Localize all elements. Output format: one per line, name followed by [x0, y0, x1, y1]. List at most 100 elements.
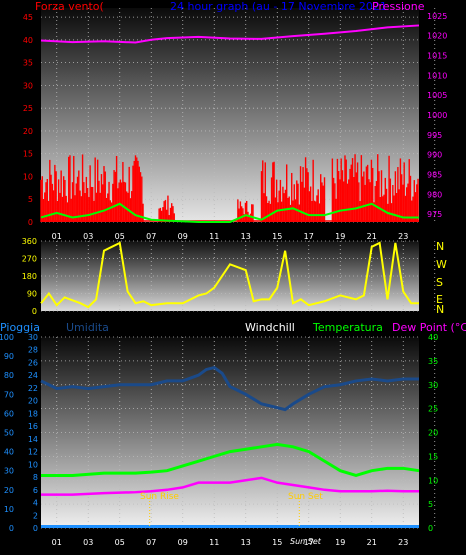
panel3-hour-tick: 09 [178, 538, 188, 547]
humidity-tick: 90 [4, 352, 14, 361]
direction-tick: 180 [22, 272, 37, 281]
rain-tick: 30 [28, 333, 38, 342]
panel3-hour-tick: 17 [304, 538, 314, 547]
panel1-hour-tick: 03 [83, 232, 93, 241]
humidity-tick: 40 [4, 448, 14, 457]
panel1-hour-tick: 17 [304, 232, 314, 241]
pressure-tick: 1020 [427, 32, 447, 41]
rain-tick: 0 [33, 524, 38, 533]
wind-speed-tick: 20 [23, 127, 33, 136]
humidity-tick: 30 [4, 467, 14, 476]
rain-tick: 6 [33, 486, 38, 495]
compass-e: E [436, 293, 443, 306]
humidity-tick: 10 [4, 505, 14, 514]
temperature-tick: 30 [428, 381, 438, 390]
panel3-hour-tick: 03 [83, 538, 93, 547]
wind-speed-tick: 30 [23, 81, 33, 90]
rain-bar [41, 525, 419, 528]
humidity-legend: Umidita [66, 321, 109, 334]
pressure-tick: 990 [427, 151, 442, 160]
rain-tick: 8 [33, 473, 38, 482]
wind-speed-tick: 0 [28, 218, 33, 227]
pressure-tick: 995 [427, 131, 442, 140]
humidity-tick: 60 [4, 409, 14, 418]
panel1-hour-tick: 19 [335, 232, 345, 241]
direction-tick: 360 [22, 237, 37, 246]
wind-speed-tick: 10 [23, 172, 33, 181]
sun-set-axis-label: Sun Set [290, 537, 321, 546]
pressure-line [40, 24, 420, 44]
rain-tick: 4 [33, 499, 38, 508]
temperature-tick: 40 [428, 333, 438, 342]
sun-rise-label: Sun Rise [140, 492, 179, 502]
humidity-line [40, 365, 419, 412]
temperature-tick: 15 [428, 452, 438, 461]
panel1-hour-tick: 13 [241, 232, 251, 241]
humidity-tick: 70 [4, 390, 14, 399]
rain-tick: 10 [28, 460, 38, 469]
dewpoint-line [41, 476, 419, 496]
temperature-tick: 20 [428, 429, 438, 438]
panel3-hour-tick: 07 [146, 538, 156, 547]
temperature-tick: 25 [428, 405, 438, 414]
direction-tick: 90 [27, 290, 37, 299]
direction-tick: 0 [32, 307, 37, 316]
panel3-background [41, 337, 419, 528]
rain-tick: 2 [33, 511, 38, 520]
dewpoint-legend: Dew Point (°C) [392, 321, 466, 334]
chart-title: 24 hour graph (au - 17 Novembre 2021 [170, 0, 387, 13]
humidity-tick: 50 [4, 429, 14, 438]
panel1-hour-tick: 09 [178, 232, 188, 241]
temperature-tick: 5 [428, 500, 433, 509]
pressure-axis-label: Pressione [372, 0, 425, 13]
windchill-legend: Windchill [245, 321, 295, 334]
panel1-hour-tick: 01 [52, 232, 62, 241]
temperature-tick: 35 [428, 357, 438, 366]
panel3-hour-tick: 19 [335, 538, 345, 547]
panel1-hour-tick: 11 [209, 232, 219, 241]
panel3-hour-tick: 05 [115, 538, 125, 547]
panel1-hour-tick: 07 [146, 232, 156, 241]
wind-speed-tick: 40 [23, 36, 33, 45]
wind-direction-line [40, 241, 419, 309]
rain-tick: 20 [28, 397, 38, 406]
panel1-hour-tick: 21 [367, 232, 377, 241]
rain-legend: Pioggia [0, 321, 40, 334]
wind-average-line [40, 202, 419, 223]
temperature-line [41, 442, 420, 478]
rain-tick: 24 [28, 371, 38, 380]
rain-tick: 28 [28, 346, 38, 355]
pressure-tick: 1000 [427, 111, 447, 120]
rain-tick: 16 [28, 422, 38, 431]
pressure-tick: 1015 [427, 52, 447, 61]
humidity-tick: 0 [9, 524, 14, 533]
pressure-tick: 1010 [427, 71, 447, 80]
rain-tick: 22 [28, 384, 38, 393]
pressure-tick: 1005 [427, 91, 447, 100]
temperature-tick: 10 [428, 476, 438, 485]
wind-speed-tick: 35 [23, 59, 33, 68]
wind-speed-tick: 15 [23, 150, 33, 159]
compass-s: S [436, 276, 443, 289]
temperature-legend: Temperatura [313, 321, 383, 334]
pressure-tick: 985 [427, 170, 442, 179]
panel3-hour-tick: 23 [398, 538, 408, 547]
sun-set-label: Sun Set [288, 492, 323, 502]
rain-tick: 26 [28, 358, 38, 367]
panel3-hour-tick: 21 [367, 538, 377, 547]
pressure-tick: 980 [427, 190, 442, 199]
rain-tick: 18 [28, 409, 38, 418]
wind-speed-tick: 45 [23, 13, 33, 22]
panel3-hour-tick: 15 [272, 538, 282, 547]
humidity-tick: 80 [4, 371, 14, 380]
panel1-hour-tick: 05 [115, 232, 125, 241]
panel1-hour-tick: 23 [398, 232, 408, 241]
wind-speed-tick: 5 [28, 195, 33, 204]
compass-w: W [436, 258, 447, 271]
humidity-tick: 100 [0, 333, 14, 342]
pressure-tick: 975 [427, 210, 442, 219]
pressure-tick: 1025 [427, 12, 447, 21]
wind-axis-label: Forza vento( [35, 0, 104, 13]
